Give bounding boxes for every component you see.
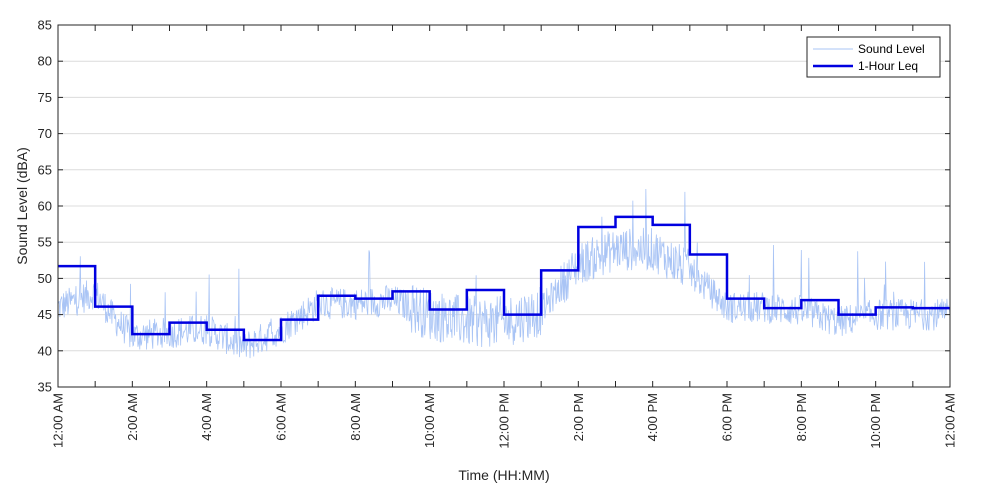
x-tick-label: 12:00 AM [51,393,66,448]
y-axis: 35 40 45 50 55 60 65 70 75 80 85 [38,18,950,395]
x-tick-label: 12:00 AM [943,393,958,448]
y-tick-label: 55 [38,235,52,250]
x-tick-label: 4:00 AM [199,393,214,441]
x-tick-label: 10:00 PM [868,393,883,449]
y-tick-label: 45 [38,307,52,322]
y-tick-label: 75 [38,90,52,105]
x-tick-label: 8:00 PM [794,393,809,441]
x-axis-title: Time (HH:MM) [458,467,549,483]
y-tick-label: 85 [38,18,52,33]
grid-lines [58,60,950,352]
x-axis: 12:00 AM 2:00 AM 4:00 AM 6:00 AM 8:00 AM 10:0… [51,25,958,449]
y-tick-label: 65 [38,162,52,177]
x-tick-label: 2:00 AM [125,393,140,441]
y-tick-label: 80 [38,54,52,69]
x-tick-label: 8:00 AM [348,393,363,441]
y-tick-label: 60 [38,199,52,214]
legend-label-sound-level: Sound Level [858,42,925,56]
y-axis-title: Sound Level (dBA) [14,147,30,265]
y-tick-label: 35 [38,380,52,395]
legend: Sound Level 1-Hour Leq [806,36,941,78]
x-tick-label: 4:00 PM [645,393,660,441]
x-tick-label: 12:00 PM [497,393,512,449]
x-tick-label: 6:00 PM [720,393,735,441]
legend-label-1-hour-leq: 1-Hour Leq [858,59,918,73]
series-group [57,188,951,359]
x-tick-label: 10:00 AM [422,393,437,448]
plot-area: 12:00 AM 2:00 AM 4:00 AM 6:00 AM 8:00 AM 10:0… [38,18,958,449]
y-tick-label: 70 [38,126,52,141]
y-tick-label: 40 [38,343,52,358]
x-tick-label: 2:00 PM [571,393,586,441]
y-tick-label: 50 [38,271,52,286]
x-tick-label: 6:00 AM [274,393,289,441]
legend-box [806,36,941,78]
series-1-hour-leq-line [58,215,950,342]
series-sound-level-line [57,188,951,359]
